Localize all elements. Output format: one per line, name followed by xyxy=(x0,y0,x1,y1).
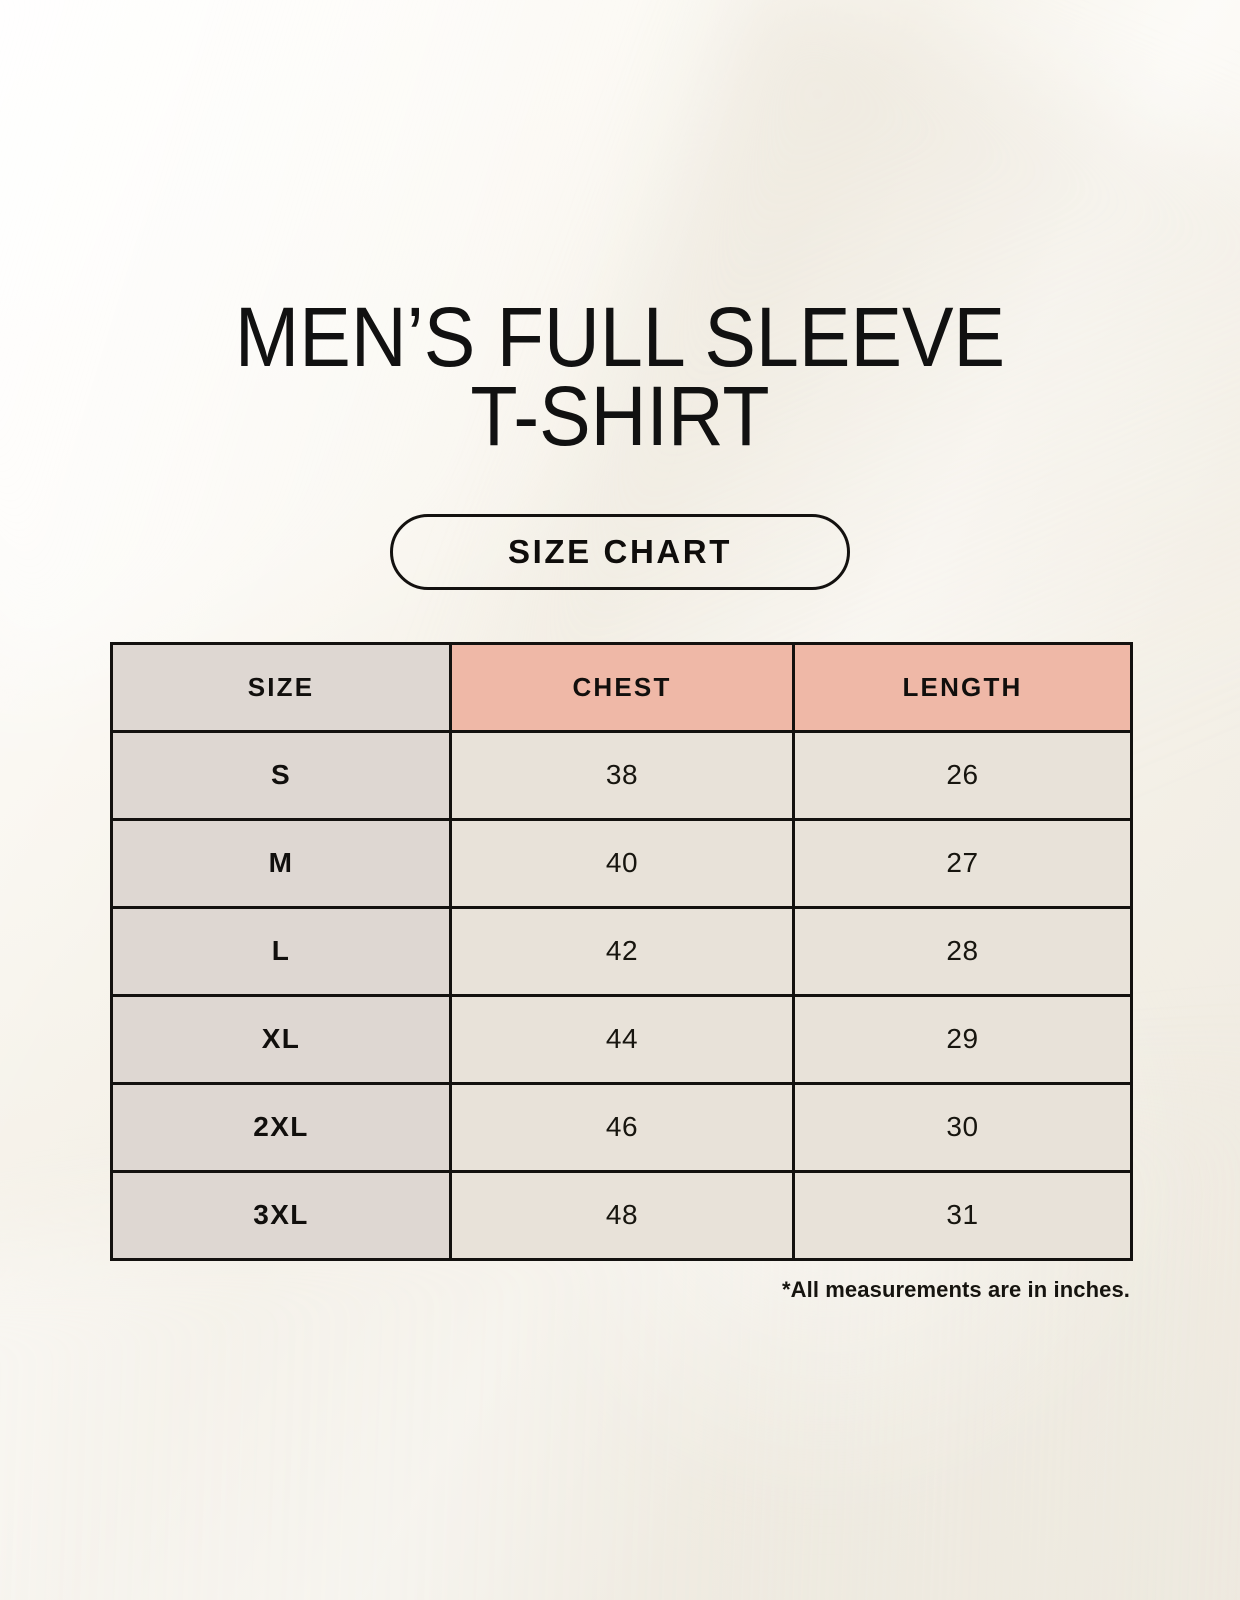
cell-length: 26 xyxy=(792,729,1133,821)
table-header: SIZE CHEST LENGTH xyxy=(110,641,1133,733)
cell-length: 31 xyxy=(792,1169,1133,1261)
cell-size: S xyxy=(110,729,452,821)
table-row: 3XL 48 31 xyxy=(110,1169,1133,1261)
cell-size: XL xyxy=(110,993,452,1085)
table-row: M 40 27 xyxy=(110,817,1133,909)
cell-length: 29 xyxy=(792,993,1133,1085)
cell-chest: 38 xyxy=(449,729,795,821)
cell-length: 30 xyxy=(792,1081,1133,1173)
table-row: L 42 28 xyxy=(110,905,1133,997)
cell-size: M xyxy=(110,817,452,909)
badge-container: SIZE CHART xyxy=(0,513,1240,590)
cell-length: 27 xyxy=(792,817,1133,909)
table-body: S 38 26 M 40 27 L 42 28 XL xyxy=(110,729,1133,1261)
cell-chest: 44 xyxy=(449,993,795,1085)
size-chart-table: SIZE CHEST LENGTH S 38 26 M 40 27 xyxy=(110,641,1133,1261)
cell-size: 2XL xyxy=(110,1081,452,1173)
table-row: S 38 26 xyxy=(110,729,1133,821)
size-chart-badge: SIZE CHART xyxy=(390,513,850,590)
cell-chest: 40 xyxy=(449,817,795,909)
size-chart-badge-label: SIZE CHART xyxy=(508,532,732,570)
column-header-size: SIZE xyxy=(110,641,452,733)
measurement-note: *All measurements are in inches. xyxy=(781,1276,1130,1302)
cell-size: 3XL xyxy=(110,1169,452,1261)
size-table-container: SIZE CHEST LENGTH S 38 26 M 40 27 xyxy=(110,641,1133,1261)
content-container: MEN’S FULL SLEEVE T-SHIRT SIZE CHART SIZ… xyxy=(0,290,1240,1302)
page-title: MEN’S FULL SLEEVE T-SHIRT xyxy=(234,290,1006,463)
table-row: 2XL 46 30 xyxy=(110,1081,1133,1173)
cell-size: L xyxy=(110,905,452,997)
cell-chest: 46 xyxy=(449,1081,795,1173)
table-header-row: SIZE CHEST LENGTH xyxy=(110,641,1133,733)
column-header-length: LENGTH xyxy=(792,641,1133,733)
cell-length: 28 xyxy=(792,905,1133,997)
cell-chest: 42 xyxy=(449,905,795,997)
column-header-chest: CHEST xyxy=(449,641,795,733)
cell-chest: 48 xyxy=(449,1169,795,1261)
table-row: XL 44 29 xyxy=(110,993,1133,1085)
